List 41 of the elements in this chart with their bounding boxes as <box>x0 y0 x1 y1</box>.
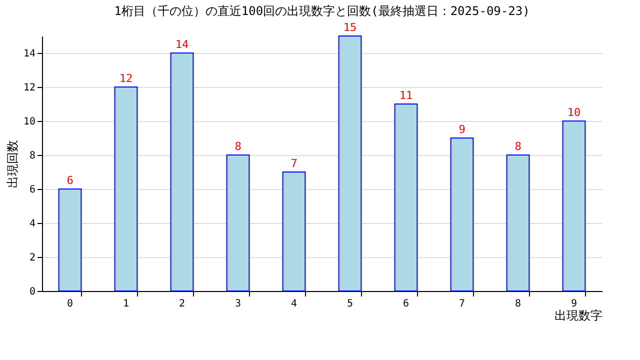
y-tick-label: 0 <box>29 286 36 298</box>
data-label: 6 <box>66 174 74 187</box>
x-tick-label: 0 <box>66 298 74 310</box>
data-label: 12 <box>119 72 133 85</box>
x-tick-label: 2 <box>178 298 186 310</box>
y-tick-label: 2 <box>29 252 36 264</box>
x-tick-label: 7 <box>458 298 466 310</box>
data-label: 14 <box>175 38 189 51</box>
x-tick-label: 1 <box>122 298 130 310</box>
y-tick-label: 14 <box>23 48 36 60</box>
bar <box>282 172 306 292</box>
data-label: 8 <box>514 140 522 153</box>
y-tick-label: 10 <box>23 116 36 128</box>
x-tick-label: 4 <box>290 298 298 310</box>
data-label: 8 <box>234 140 242 153</box>
y-tick-label: 12 <box>23 82 36 94</box>
y-tick-label: 8 <box>29 150 36 162</box>
bar <box>226 154 250 292</box>
data-label: 7 <box>290 157 298 170</box>
bar <box>170 52 194 292</box>
x-tick-label: 9 <box>570 298 578 310</box>
x-tick-label: 8 <box>514 298 522 310</box>
bar <box>394 104 418 292</box>
y-tick-label: 4 <box>29 218 36 230</box>
chart-title: 1桁目（千の位）の直近100回の出現数字と回数(最終抽選日：2025-09-23) <box>114 4 530 18</box>
y-tick-label: 6 <box>29 184 36 196</box>
x-axis-title: 出現数字 <box>554 308 602 322</box>
bar <box>58 188 82 292</box>
x-tick-label: 3 <box>234 298 242 310</box>
bar <box>562 120 586 292</box>
data-label: 11 <box>399 89 413 102</box>
x-tick-label: 6 <box>402 298 410 310</box>
y-axis-title: 出現回数 <box>5 140 20 188</box>
x-tick-label: 5 <box>346 298 354 310</box>
data-label: 10 <box>567 106 581 119</box>
bar <box>506 154 530 292</box>
data-label: 15 <box>343 21 357 34</box>
data-label: 9 <box>458 123 466 136</box>
bar <box>450 138 474 292</box>
bar <box>114 86 138 292</box>
bar <box>338 36 362 292</box>
